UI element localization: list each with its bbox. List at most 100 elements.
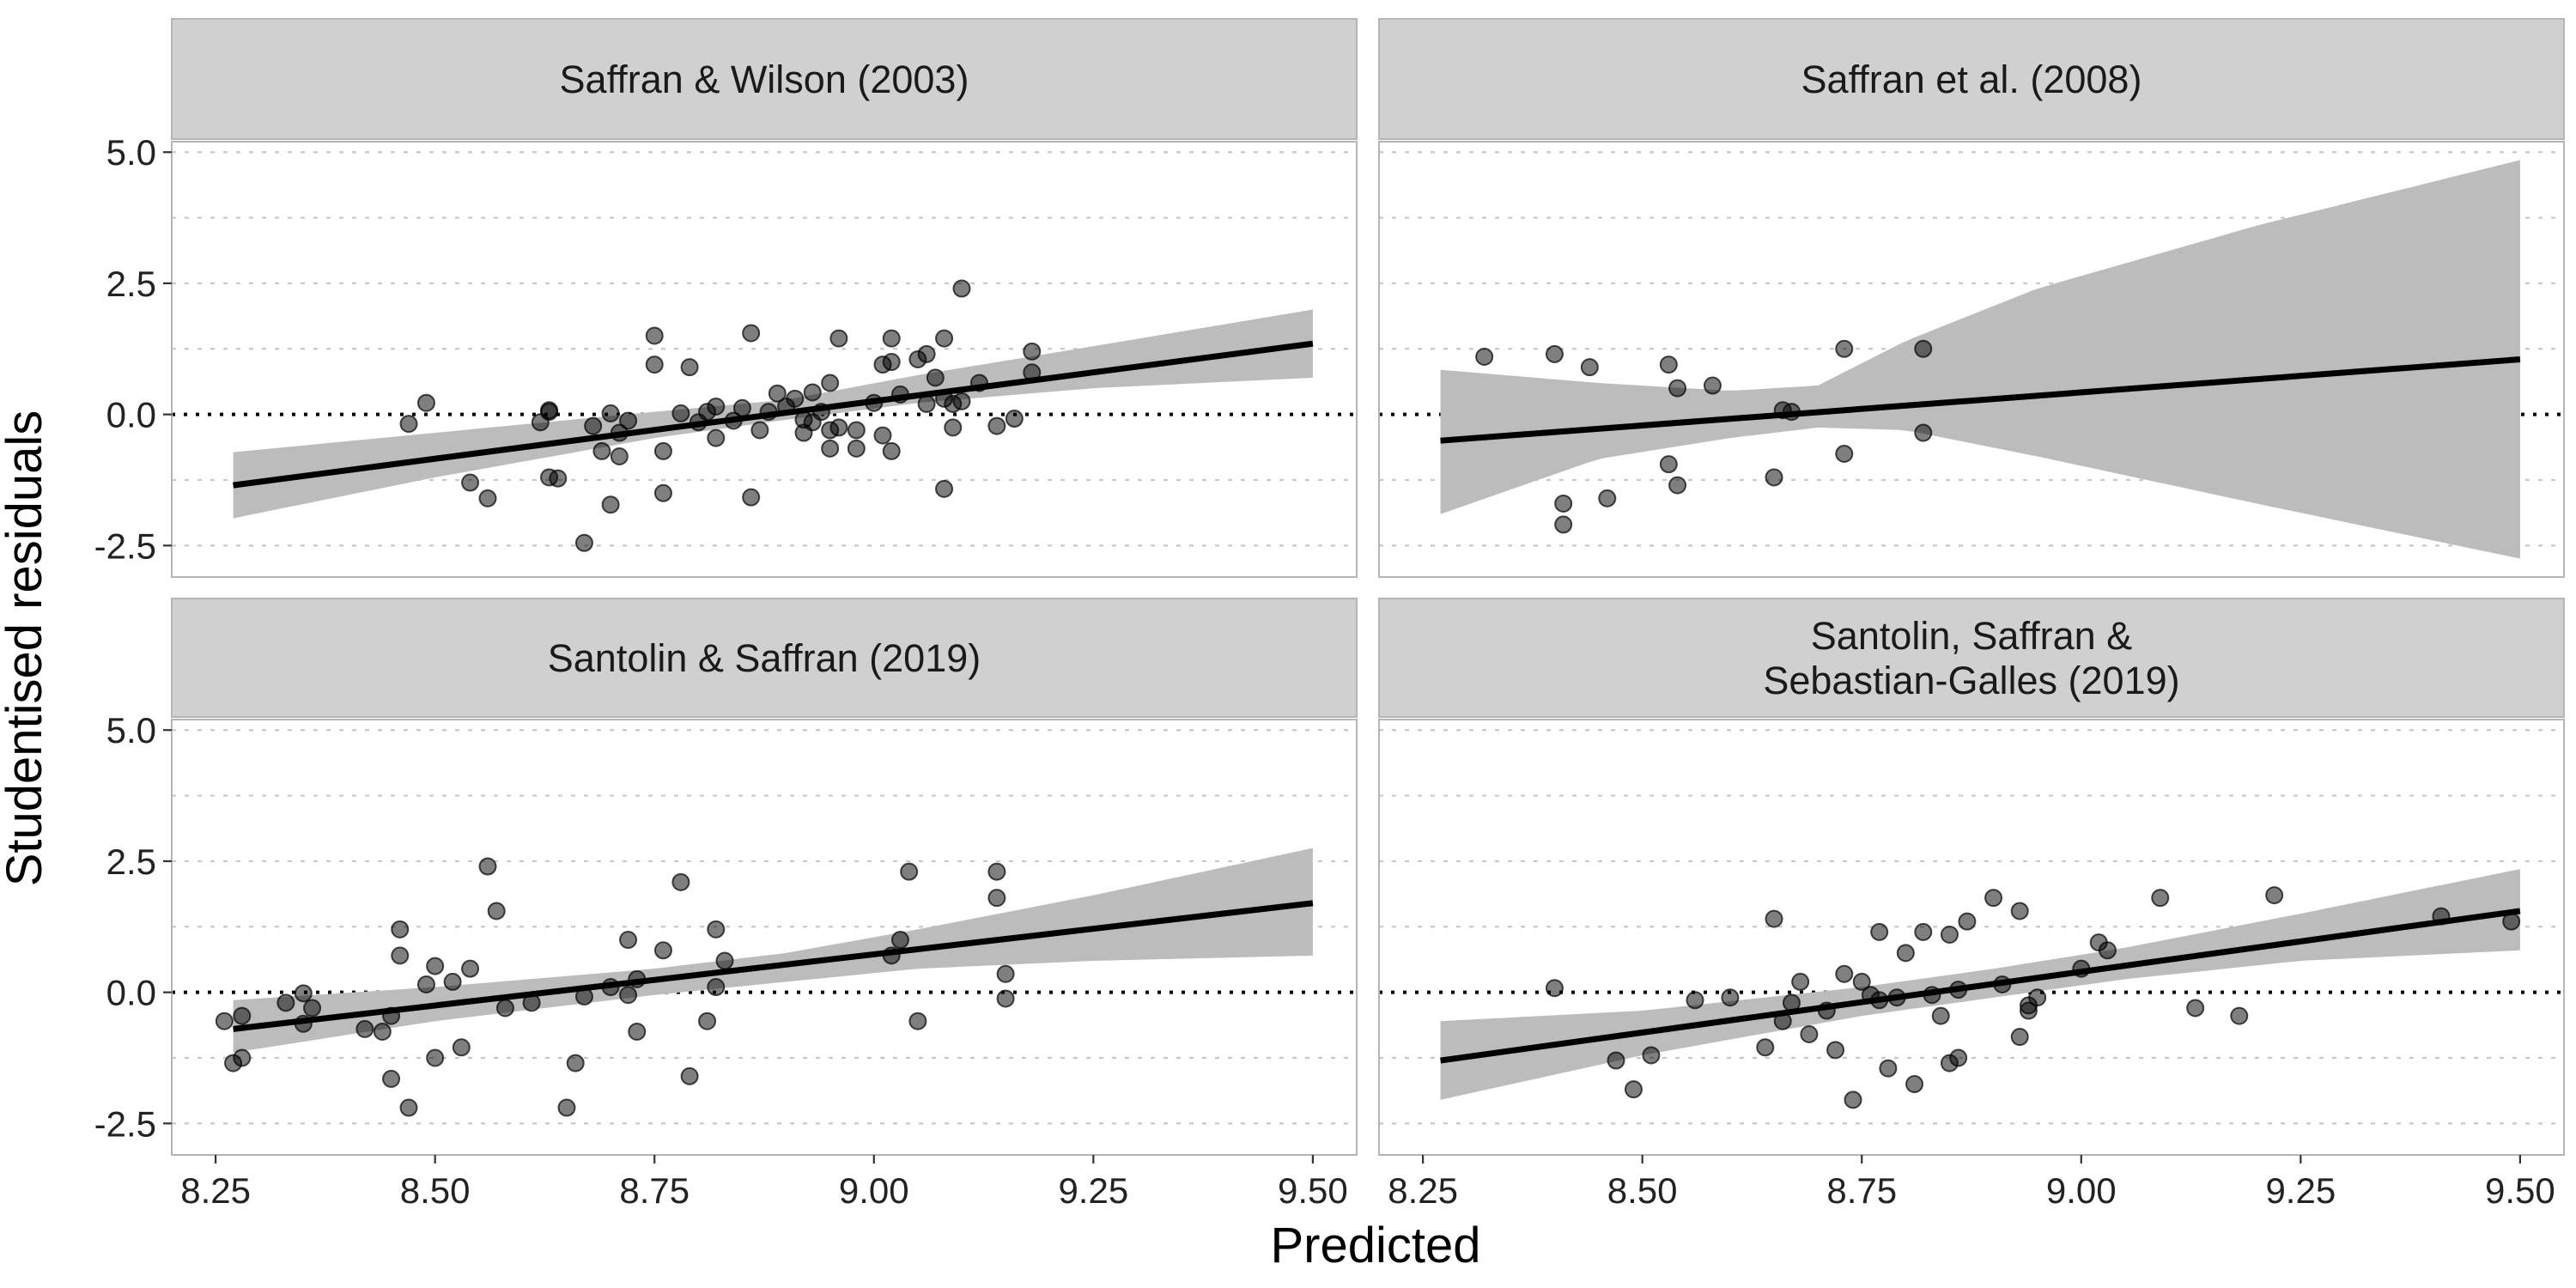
data-point <box>821 439 840 458</box>
data-point <box>1879 1059 1898 1078</box>
data-point <box>698 1012 717 1030</box>
data-point <box>1896 944 1915 963</box>
data-point <box>768 384 787 403</box>
x-tick-label: 8.50 <box>400 1170 471 1211</box>
data-point <box>1023 342 1042 361</box>
data-point <box>847 439 866 458</box>
data-point <box>1668 476 1687 495</box>
data-point <box>1598 489 1617 507</box>
data-point <box>1545 344 1564 363</box>
data-point <box>399 1098 418 1117</box>
data-point <box>2028 988 2047 1007</box>
x-tick-label: 8.75 <box>1826 1170 1897 1211</box>
facet-title: Sebastian-Galles (2019) <box>1763 659 2179 702</box>
data-point <box>1835 339 1854 358</box>
y-tick-label: -2.5 <box>94 1103 156 1144</box>
y-tick-label: 5.0 <box>106 710 156 750</box>
data-point <box>671 872 690 891</box>
data-point <box>882 441 901 460</box>
data-point <box>803 383 822 402</box>
y-tick-label: -2.5 <box>94 526 156 566</box>
data-point <box>540 401 559 420</box>
panel-2: Saffran et al. (2008) <box>1378 18 2565 578</box>
data-point <box>873 426 892 445</box>
data-point <box>653 483 672 502</box>
data-point <box>601 495 620 514</box>
y-tick-label: 0.0 <box>106 973 156 1013</box>
data-point <box>944 418 963 437</box>
x-tick-label: 8.25 <box>180 1170 251 1211</box>
data-point <box>233 1006 252 1025</box>
facet-title: Saffran & Wilson (2003) <box>560 58 969 101</box>
data-point <box>557 1098 576 1117</box>
data-point <box>592 441 611 460</box>
data-point <box>645 326 664 345</box>
data-point <box>549 469 568 488</box>
data-point <box>987 416 1006 435</box>
data-point <box>2010 1028 2029 1047</box>
data-point <box>1756 1038 1775 1057</box>
facet-strip <box>171 18 1358 140</box>
data-point <box>391 920 410 939</box>
data-point <box>1905 1075 1924 1094</box>
data-point <box>294 984 313 1003</box>
data-point <box>2265 886 2284 905</box>
data-point <box>1580 358 1599 377</box>
x-tick-label: 8.50 <box>1607 1170 1678 1211</box>
data-point <box>1659 455 1678 474</box>
x-tick-label: 9.00 <box>839 1170 909 1211</box>
data-point <box>1475 347 1494 366</box>
data-point <box>478 489 497 507</box>
data-point <box>645 355 664 374</box>
data-point <box>908 1012 927 1030</box>
regression-line <box>1440 908 2521 1064</box>
data-point <box>742 488 761 507</box>
data-point <box>382 1069 401 1088</box>
data-point <box>821 374 840 392</box>
data-point <box>601 404 620 422</box>
data-point <box>1958 912 1977 931</box>
y-tick-label: 2.5 <box>106 841 156 882</box>
data-point <box>917 344 936 363</box>
regression-line <box>1440 356 2521 444</box>
data-point <box>715 951 734 970</box>
data-point <box>1721 988 1740 1007</box>
data-point <box>890 931 909 950</box>
panel-1: Saffran & Wilson (2003) -2.5 0.0 2.5 5.0 <box>94 18 1358 578</box>
data-point <box>1835 964 1854 983</box>
data-point <box>2019 1001 2038 1020</box>
x-tick-label: 9.50 <box>2485 1170 2555 1211</box>
data-point <box>987 889 1006 908</box>
data-point <box>478 857 497 876</box>
data-point <box>926 368 945 387</box>
data-point <box>1554 494 1573 513</box>
facet-strip <box>171 598 1358 718</box>
data-point <box>653 441 672 460</box>
y-axis-title: Studentised residuals <box>0 410 52 887</box>
data-point <box>917 394 936 413</box>
data-point <box>1914 423 1933 442</box>
panel-4: Santolin, Saffran &Sebastian-Galles (201… <box>1378 598 2565 1211</box>
panel-border <box>1378 141 2565 578</box>
data-point <box>391 946 410 965</box>
data-point <box>443 972 462 991</box>
data-point <box>1940 925 1959 944</box>
facet-strip <box>1378 18 2565 140</box>
x-tick-label: 9.25 <box>2265 1170 2336 1211</box>
data-point <box>1005 410 1024 428</box>
data-point <box>750 421 769 440</box>
data-point <box>1852 972 1871 991</box>
data-point <box>628 1022 647 1041</box>
data-point <box>707 428 726 447</box>
data-point <box>416 393 435 412</box>
data-point <box>610 447 629 466</box>
data-point <box>1607 1051 1625 1070</box>
data-point <box>1870 922 1889 941</box>
data-point <box>1914 339 1933 358</box>
data-point <box>996 964 1015 983</box>
y-tick-label: 2.5 <box>106 264 156 304</box>
facet-title: Saffran et al. (2008) <box>1801 58 2142 101</box>
data-point <box>619 986 638 1005</box>
data-point <box>987 862 1006 881</box>
